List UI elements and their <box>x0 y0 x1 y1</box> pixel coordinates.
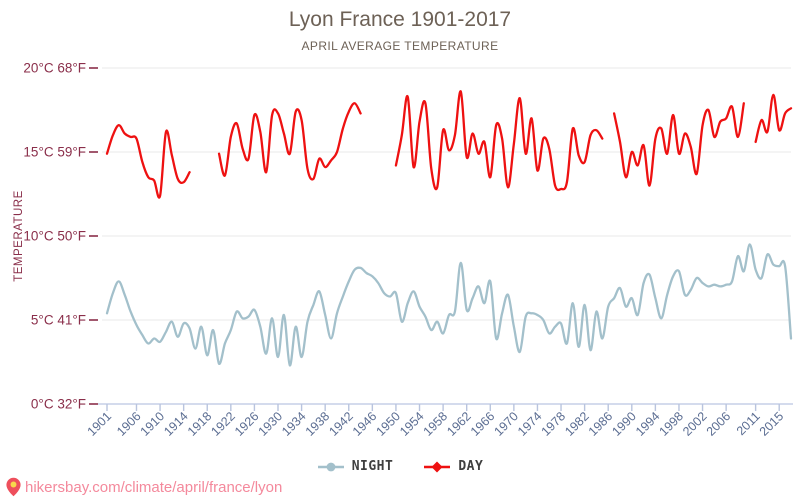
location-pin-icon <box>6 477 21 497</box>
x-axis-label: 1986 <box>586 409 616 439</box>
x-axis-label: 1950 <box>373 409 403 439</box>
chart-header: Lyon France 1901-2017 APRIL AVERAGE TEMP… <box>0 8 800 53</box>
x-axis-label: 1918 <box>185 409 215 439</box>
x-axis-label: 1938 <box>303 409 333 439</box>
x-axis-label: 2015 <box>757 409 787 439</box>
x-axis-label: 1930 <box>256 409 286 439</box>
legend-item-night[interactable]: NIGHT <box>317 459 394 474</box>
x-axis-label: 2011 <box>734 409 763 438</box>
y-axis-label: 15°C 59°F <box>23 145 86 160</box>
day-series-line <box>394 90 604 192</box>
x-axis-label: 1942 <box>326 409 356 439</box>
x-axis-label: 1990 <box>609 409 639 439</box>
page-subtitle: APRIL AVERAGE TEMPERATURE <box>301 39 499 53</box>
y-axis-title: TEMPERATURE <box>13 190 25 282</box>
x-axis-label: 1998 <box>657 409 687 439</box>
legend-item-day[interactable]: DAY <box>423 459 483 474</box>
day-marker-icon <box>424 461 451 472</box>
x-axis-label: 1906 <box>114 409 144 439</box>
x-axis-label: 1910 <box>138 409 168 439</box>
x-axis-label: 1901 <box>85 409 115 439</box>
footer-url-link[interactable]: hikersbay.com/climate/april/france/lyon <box>25 478 283 496</box>
x-axis-label: 2006 <box>704 409 734 439</box>
x-axis-label: 1958 <box>421 409 451 439</box>
y-axis-label: 5°C 41°F <box>31 313 86 328</box>
day-series-line <box>217 102 362 181</box>
legend-day-label: DAY <box>458 459 484 474</box>
night-marker-icon <box>317 462 344 471</box>
y-axis-label: 0°C 32°F <box>31 397 86 412</box>
x-axis-label: 1970 <box>491 409 521 439</box>
x-axis-label: 2002 <box>680 409 710 439</box>
x-axis-label: 1974 <box>515 409 545 439</box>
x-axis-label: 1994 <box>633 409 663 439</box>
x-axis-label: 1934 <box>279 409 309 439</box>
y-axis-label: 10°C 50°F <box>23 229 86 244</box>
x-axis-label: 1962 <box>444 409 474 439</box>
day-series-line <box>105 123 191 199</box>
x-axis-label: 1978 <box>539 409 569 439</box>
y-axis-label: 20°C 68°F <box>23 61 86 76</box>
night-series-line <box>105 243 793 367</box>
footer: hikersbay.com/climate/april/france/lyon <box>5 477 282 497</box>
chart-legend: NIGHT DAY <box>0 459 800 474</box>
x-axis-label: 1922 <box>208 409 238 439</box>
x-axis-label: 1966 <box>468 409 498 439</box>
legend-night-label: NIGHT <box>351 459 394 474</box>
day-series-line <box>754 93 793 144</box>
x-axis-label: 1926 <box>232 409 262 439</box>
x-axis-label: 1954 <box>397 409 427 439</box>
page-title: Lyon France 1901-2017 <box>288 8 512 31</box>
x-axis-label: 1914 <box>161 409 191 439</box>
day-series-line <box>612 102 745 187</box>
x-axis-label: 1982 <box>562 409 592 439</box>
x-axis-label: 1946 <box>350 409 380 439</box>
